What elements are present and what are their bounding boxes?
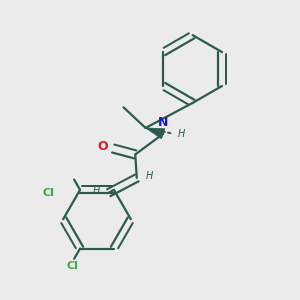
Text: Cl: Cl [66, 261, 78, 271]
Text: N: N [158, 116, 168, 128]
Text: Cl: Cl [43, 188, 54, 198]
Text: H: H [93, 186, 100, 196]
Text: O: O [97, 140, 108, 153]
Polygon shape [146, 128, 165, 139]
Text: H: H [178, 129, 185, 139]
Text: H: H [146, 172, 153, 182]
